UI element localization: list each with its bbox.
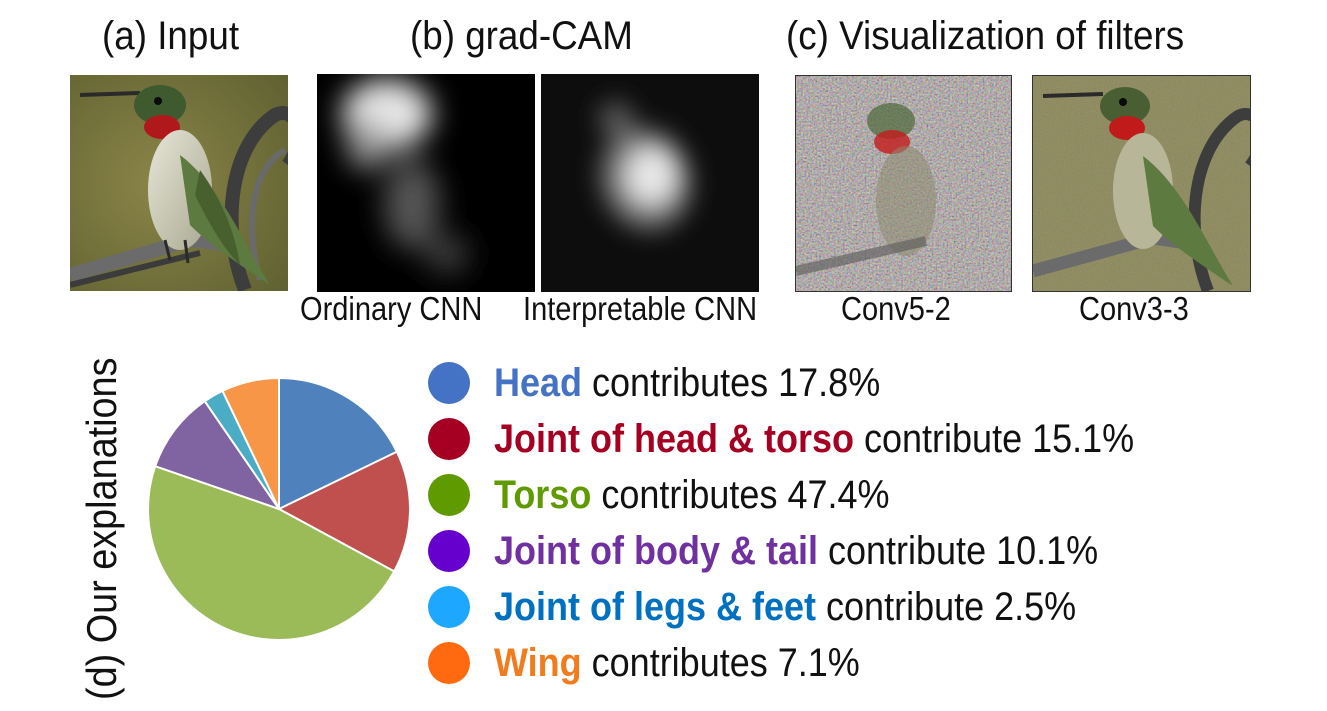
caption-ordinary-cnn: Ordinary CNN xyxy=(300,290,483,327)
legend-contribution: contribute 15.1% xyxy=(854,416,1135,461)
legend-dot-icon xyxy=(428,418,470,460)
legend-text: Joint of body & tail contribute 10.1% xyxy=(494,529,1098,574)
legend-row: Joint of legs & feet contribute 2.5% xyxy=(428,581,1141,633)
legend-row: Joint of head & torso contribute 15.1% xyxy=(428,413,1205,465)
gradcam-ordinary-map xyxy=(317,74,535,292)
legend-contribution: contributes 7.1% xyxy=(581,640,860,685)
legend-contribution: contributes 17.8% xyxy=(582,360,881,405)
legend-dot-icon xyxy=(428,586,470,628)
legend-text: Joint of head & torso contribute 15.1% xyxy=(494,417,1134,462)
legend-part-name: Head xyxy=(494,360,583,405)
legend-part-name: Wing xyxy=(494,640,582,685)
pie-slice-head xyxy=(278,376,399,511)
pie-chart xyxy=(147,376,411,641)
caption-conv5-2: Conv5-2 xyxy=(841,290,951,327)
caption-interpretable-cnn: Interpretable CNN xyxy=(523,290,758,327)
legend-dot-icon xyxy=(428,642,470,684)
legend-dot-icon xyxy=(428,474,470,516)
legend-part-name: Torso xyxy=(494,472,592,517)
legend-contribution: contribute 10.1% xyxy=(817,528,1099,573)
pie-slice-torso xyxy=(147,464,396,641)
legend-row: Head contributes 17.8% xyxy=(428,357,923,409)
pie-slice-joint-of-head-torso xyxy=(276,450,411,573)
legend-row: Torso contributes 47.4% xyxy=(428,469,933,521)
legend-contribution: contributes 47.4% xyxy=(591,472,890,517)
title-gradcam: (b) grad-CAM xyxy=(410,14,633,58)
title-filters: (c) Visualization of filters xyxy=(786,14,1185,58)
side-label-explanations: (d) Our explanations xyxy=(78,357,125,700)
caption-conv3-3: Conv3-3 xyxy=(1079,290,1189,327)
title-input: (a) Input xyxy=(102,14,240,58)
pie-slice-wing xyxy=(221,376,280,510)
input-bird-image xyxy=(70,75,288,291)
legend-row: Joint of body & tail contribute 10.1% xyxy=(428,525,1165,577)
legend-dot-icon xyxy=(428,530,470,572)
legend-text: Wing contributes 7.1% xyxy=(494,641,860,686)
legend-dot-icon xyxy=(428,362,470,404)
conv5-2-visualization xyxy=(795,75,1012,292)
gradcam-interpretable-map xyxy=(541,74,759,292)
legend-part-name: Joint of body & tail xyxy=(494,528,818,573)
legend-part-name: Joint of legs & feet xyxy=(494,584,817,629)
pie-slice-joint-of-body-tail xyxy=(153,399,282,511)
legend-text: Torso contributes 47.4% xyxy=(494,473,890,518)
legend-text: Head contributes 17.8% xyxy=(494,361,880,406)
conv3-3-visualization xyxy=(1032,75,1251,292)
legend-row: Wing contributes 7.1% xyxy=(428,637,900,689)
legend-part-name: Joint of head & torso xyxy=(494,416,854,461)
legend-contribution: contribute 2.5% xyxy=(816,584,1077,629)
legend-text: Joint of legs & feet contribute 2.5% xyxy=(494,585,1076,630)
